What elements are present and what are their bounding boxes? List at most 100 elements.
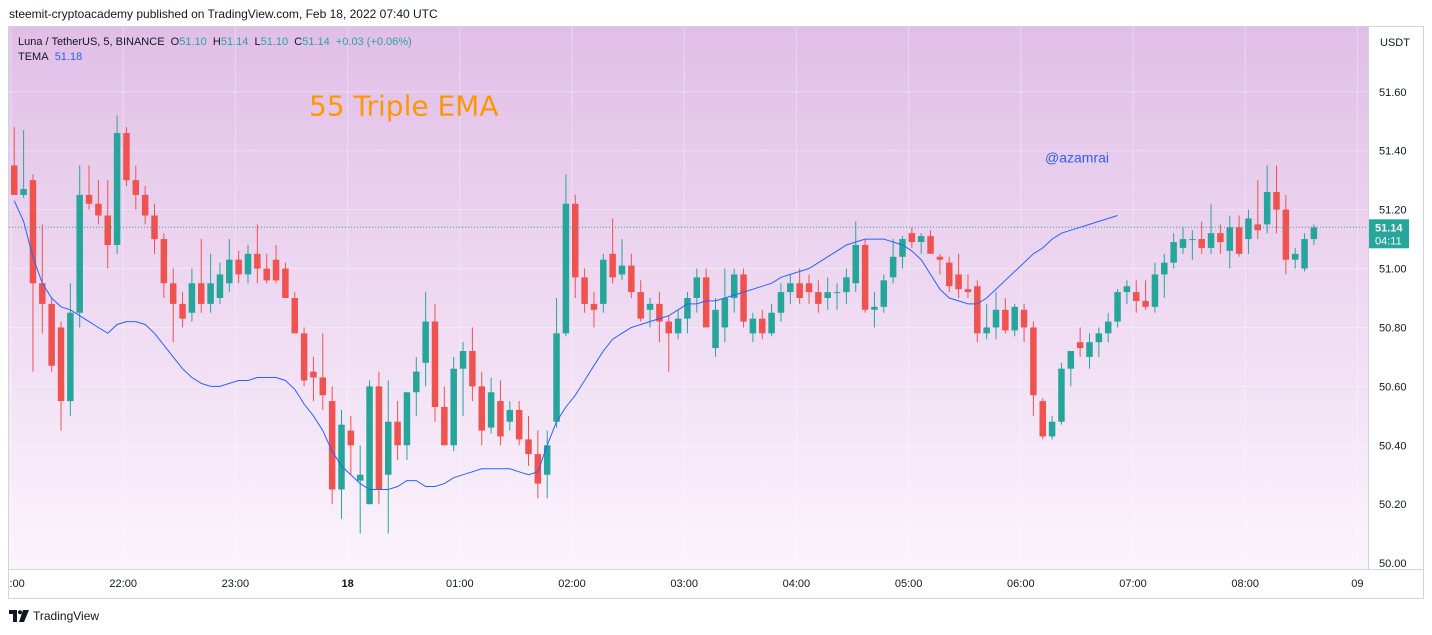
candle[interactable]: [805, 283, 813, 293]
candle[interactable]: [1245, 218, 1252, 240]
candle[interactable]: [141, 194, 149, 216]
candle[interactable]: [459, 351, 467, 369]
candle[interactable]: [57, 327, 65, 402]
candle[interactable]: [1226, 227, 1234, 251]
candle[interactable]: [534, 454, 542, 484]
candle[interactable]: [198, 283, 205, 304]
candle[interactable]: [48, 303, 55, 366]
candle[interactable]: [1011, 306, 1018, 331]
tema-line[interactable]: [13, 200, 1118, 490]
candle[interactable]: [85, 194, 93, 204]
candle[interactable]: [76, 194, 83, 313]
candle[interactable]: [955, 274, 962, 290]
candle[interactable]: [1291, 253, 1299, 260]
candle[interactable]: [235, 259, 242, 275]
candle[interactable]: [1282, 209, 1290, 260]
candle[interactable]: [1030, 327, 1037, 396]
candle[interactable]: [749, 318, 757, 334]
candle[interactable]: [207, 283, 214, 304]
candlestick-chart[interactable]: 55 Triple EMA @azamrai USDT 50.00 50.20 50.40…: [9, 27, 1423, 598]
candle[interactable]: [394, 421, 401, 446]
candle[interactable]: [1263, 191, 1271, 225]
candle[interactable]: [787, 283, 794, 293]
candle[interactable]: [1273, 191, 1280, 210]
candle[interactable]: [1020, 309, 1028, 328]
candle[interactable]: [282, 268, 289, 298]
candle[interactable]: [1048, 421, 1056, 437]
candle[interactable]: [179, 303, 186, 319]
candle[interactable]: [889, 256, 897, 278]
candle[interactable]: [1142, 300, 1149, 307]
candle[interactable]: [375, 386, 383, 490]
candle[interactable]: [441, 406, 448, 446]
candle[interactable]: [712, 309, 719, 349]
candle[interactable]: [254, 253, 261, 269]
candle[interactable]: [1114, 292, 1121, 322]
candle[interactable]: [936, 256, 944, 260]
candle[interactable]: [590, 303, 598, 310]
candle[interactable]: [310, 371, 317, 378]
candle[interactable]: [1151, 274, 1159, 307]
candle[interactable]: [366, 386, 373, 505]
candle[interactable]: [39, 283, 46, 304]
candle[interactable]: [693, 277, 701, 298]
candle[interactable]: [702, 277, 710, 328]
candle[interactable]: [67, 312, 74, 402]
candle[interactable]: [132, 180, 140, 195]
candle[interactable]: [768, 312, 775, 334]
candle[interactable]: [95, 203, 102, 216]
candle[interactable]: [469, 351, 476, 387]
candle[interactable]: [11, 165, 18, 195]
candle[interactable]: [572, 203, 579, 278]
candle[interactable]: [300, 333, 308, 381]
candle[interactable]: [908, 233, 916, 243]
candle[interactable]: [852, 244, 860, 284]
candle[interactable]: [553, 333, 560, 422]
candle[interactable]: [160, 239, 168, 284]
candle[interactable]: [974, 286, 981, 334]
candle[interactable]: [413, 371, 420, 393]
candle[interactable]: [244, 253, 252, 275]
candle[interactable]: [450, 368, 457, 446]
candle[interactable]: [843, 277, 850, 293]
candle[interactable]: [637, 292, 644, 319]
candle[interactable]: [216, 274, 224, 298]
candle[interactable]: [169, 283, 177, 304]
candle[interactable]: [319, 377, 327, 396]
legend-symbol[interactable]: Luna / TetherUS, 5, BINANCE: [18, 36, 165, 48]
candle[interactable]: [721, 298, 729, 328]
candle[interactable]: [880, 280, 888, 307]
candle[interactable]: [356, 474, 364, 481]
candle[interactable]: [796, 283, 803, 298]
candle[interactable]: [628, 265, 635, 293]
legend-indicator-name[interactable]: TEMA: [18, 51, 49, 63]
candle[interactable]: [899, 239, 906, 257]
candle[interactable]: [226, 259, 233, 284]
candle[interactable]: [515, 409, 523, 440]
candle[interactable]: [1161, 262, 1168, 275]
candle[interactable]: [917, 236, 925, 243]
candle[interactable]: [113, 133, 121, 245]
candle[interactable]: [403, 392, 411, 446]
candle[interactable]: [29, 180, 37, 284]
candle[interactable]: [1217, 233, 1224, 243]
candle[interactable]: [487, 392, 495, 428]
candle[interactable]: [338, 424, 345, 490]
candle[interactable]: [861, 244, 869, 310]
candle[interactable]: [1104, 321, 1112, 334]
candle[interactable]: [347, 430, 355, 446]
candle[interactable]: [562, 203, 570, 334]
candle[interactable]: [123, 133, 130, 181]
candle[interactable]: [1067, 351, 1075, 369]
candle[interactable]: [871, 306, 878, 310]
candle[interactable]: [824, 292, 831, 298]
candle[interactable]: [525, 439, 532, 455]
candle[interactable]: [1039, 401, 1047, 437]
candle[interactable]: [656, 303, 663, 322]
candle[interactable]: [1170, 242, 1177, 263]
candle[interactable]: [1095, 333, 1103, 343]
candle[interactable]: [1310, 227, 1318, 240]
candle[interactable]: [740, 274, 747, 322]
candle[interactable]: [1235, 227, 1243, 254]
candle[interactable]: [20, 189, 27, 195]
